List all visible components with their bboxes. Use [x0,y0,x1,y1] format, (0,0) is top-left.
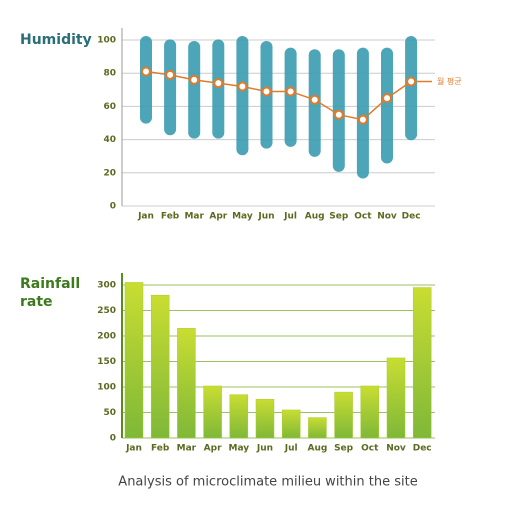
x-tick-label: Oct [354,212,372,222]
x-tick-label: May [232,212,253,222]
point [382,93,392,104]
x-tick-label: Mar [184,212,204,222]
x-tick-label: Dec [413,444,432,454]
bar [229,394,249,439]
x-tick-label: Dec [402,212,421,222]
point [189,74,200,85]
range-bar [188,40,201,139]
point [141,66,151,77]
x-tick-label: Jun [257,212,274,222]
bar [177,328,196,439]
x-tick-label: Sep [329,212,349,222]
range-bar [212,39,225,139]
x-tick-label: Nov [386,444,406,454]
point [213,78,224,89]
bar [308,417,327,439]
point [237,81,248,92]
range-bar [284,47,297,147]
y-tick-label: 100 [97,36,116,46]
y-tick-label: 150 [97,357,116,367]
x-tick-label: Sep [334,444,354,454]
y-tick-label: 200 [97,332,116,342]
y-tick-label: 0 [110,434,116,444]
x-tick-label: Jan [137,212,154,222]
range-bar [381,47,393,164]
x-tick-label: Aug [307,444,327,454]
x-tick-label: Aug [305,212,325,222]
legend-label: 월 평균 [437,76,462,86]
y-tick-label: 40 [103,135,116,145]
point [261,86,272,97]
range-bar [164,39,177,136]
y-tick-label: 0 [110,202,116,212]
caption: Analysis of microclimate milieu within t… [118,475,417,490]
bar [334,391,353,439]
point [357,114,368,125]
range-bar [140,36,152,124]
chart-title: Humidity [20,32,92,48]
range-bar [405,36,418,141]
bar [203,385,222,439]
point [333,109,344,120]
x-tick-label: Mar [177,444,197,454]
x-tick-label: May [228,444,249,454]
range-bar [356,47,369,179]
x-tick-label: Jan [125,444,142,454]
y-tick-label: 20 [103,168,116,178]
point [165,69,176,80]
line [145,70,412,121]
x-tick-label: Nov [377,212,397,222]
x-tick-label: Oct [361,444,379,454]
x-tick-label: Feb [151,444,170,454]
y-tick-label: 100 [97,383,116,393]
x-tick-label: Jul [284,444,298,454]
point [309,94,320,105]
range-bar [236,36,249,156]
x-tick-label: Apr [204,444,222,454]
bar [412,287,432,439]
point [285,86,296,97]
x-tick-label: Jun [256,444,273,454]
bar [281,409,301,439]
chart-title: Rainfall rate [20,276,80,310]
y-tick-label: 60 [103,102,116,112]
x-tick-label: Jul [283,212,297,222]
bar [386,357,406,439]
y-tick-label: 80 [103,69,116,79]
y-tick-label: 50 [103,408,116,418]
x-tick-label: Apr [209,212,227,222]
bar [150,294,170,439]
y-tick-label: 250 [97,306,116,316]
point [406,76,417,87]
bar [360,385,380,439]
x-tick-label: Feb [161,212,180,222]
bar [255,398,275,439]
y-tick-label: 300 [97,281,116,291]
bar [124,282,144,439]
